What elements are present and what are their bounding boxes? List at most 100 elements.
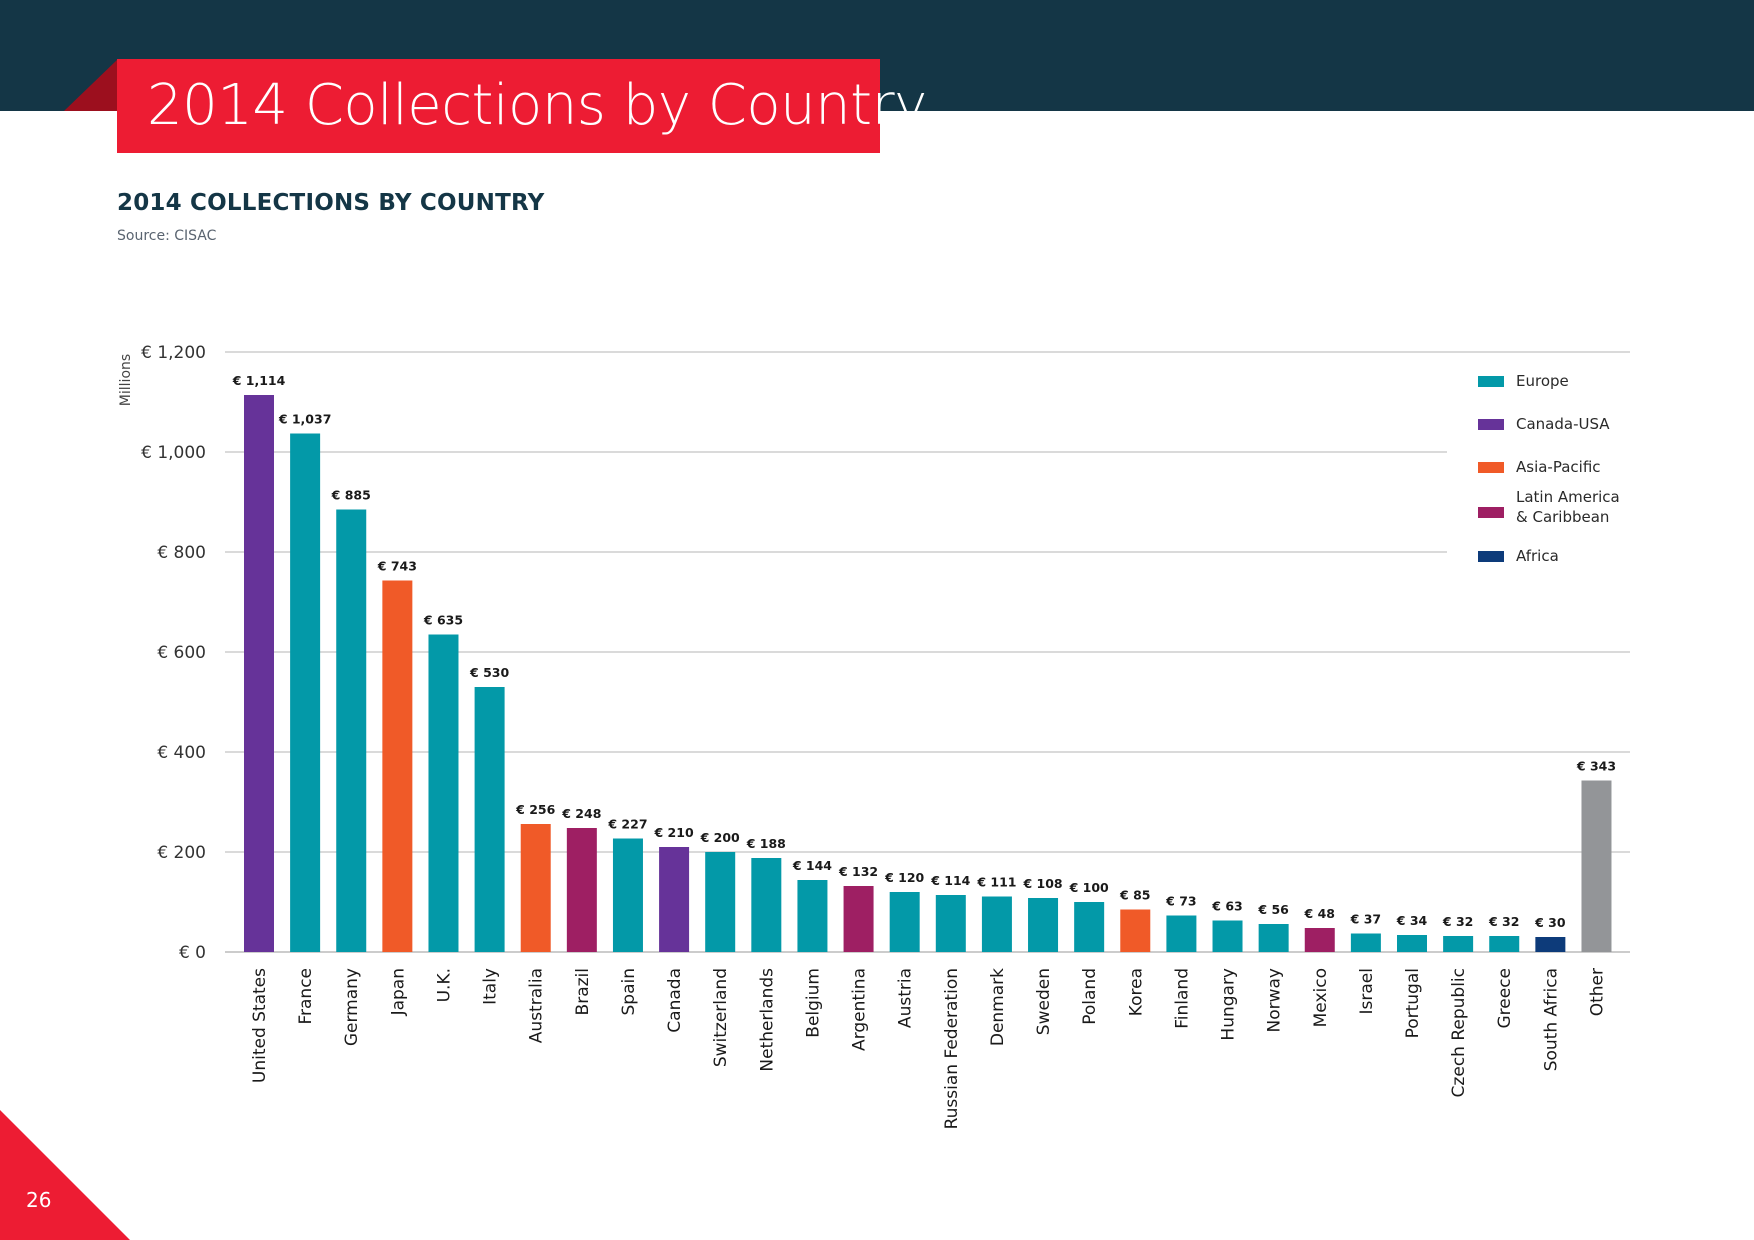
bar-netherlands [751, 858, 782, 952]
bar-russian-federation [935, 895, 966, 952]
value-label: € 1,114 [232, 373, 286, 388]
legend-label: Canada-USA [1516, 415, 1610, 433]
x-tick-label: Denmark [988, 968, 1008, 1046]
legend-swatch [1478, 376, 1504, 387]
legend: Europe Canada-USA Asia-Pacific Latin Americ… [1478, 372, 1620, 565]
x-tick-label: Israel [1357, 968, 1377, 1014]
bar-czech-republic [1443, 936, 1474, 952]
x-tick-label: Japan [388, 968, 408, 1016]
bar-u-k- [428, 634, 459, 952]
value-label: € 530 [469, 665, 509, 680]
value-label: € 885 [331, 488, 371, 503]
bar-austria [889, 892, 920, 952]
value-label: € 256 [515, 802, 555, 817]
value-label: € 108 [1022, 876, 1062, 891]
title-ribbon-fold [64, 59, 118, 111]
bar-canada [659, 847, 690, 952]
value-label: € 114 [930, 873, 970, 888]
y-tick-label: € 800 [157, 543, 206, 563]
value-label: € 120 [884, 870, 924, 885]
bar-sweden [1028, 898, 1059, 952]
x-tick-label: Brazil [573, 968, 593, 1015]
x-tick-label: Switzerland [711, 968, 731, 1067]
chart-source: Source: CISAC [117, 228, 217, 244]
x-tick-label: Hungary [1219, 968, 1239, 1041]
x-axis-ticks: United States France Germany Japan U.K. Italy… [250, 968, 1607, 1130]
page-corner [0, 1110, 130, 1240]
x-tick-label: Portugal [1403, 968, 1423, 1038]
page-number: 26 [26, 1188, 52, 1212]
value-label: € 100 [1069, 880, 1109, 895]
y-tick-label: € 200 [157, 843, 206, 863]
x-tick-label: Sweden [1034, 968, 1054, 1035]
bar-spain [612, 838, 643, 952]
bars [244, 395, 1612, 952]
x-tick-label: France [296, 968, 316, 1025]
value-label: € 111 [976, 875, 1016, 890]
bar-argentina [843, 886, 874, 952]
legend-swatch [1478, 462, 1504, 473]
x-tick-label: Argentina [850, 968, 870, 1051]
x-tick-label: Czech Republic [1449, 968, 1469, 1097]
x-tick-label: Norway [1265, 968, 1285, 1033]
y-axis-label: Millions [118, 354, 134, 406]
value-label: € 30 [1534, 915, 1566, 930]
x-tick-label: Korea [1126, 968, 1146, 1016]
x-tick-label: Finland [1172, 968, 1192, 1029]
bar-belgium [797, 880, 828, 952]
value-labels: € 1,114 € 1,037 € 885 € 743 € 635 € 530 € 256 €… [232, 373, 1616, 930]
x-tick-label: Canada [665, 968, 685, 1033]
chart-title: 2014 COLLECTIONS BY COUNTRY [117, 190, 545, 216]
y-tick-label: € 600 [157, 643, 206, 663]
value-label: € 32 [1442, 914, 1473, 929]
bar-greece [1489, 936, 1520, 952]
bar-portugal [1397, 935, 1427, 952]
x-tick-label: Spain [619, 968, 639, 1016]
value-label: € 85 [1119, 888, 1150, 903]
value-label: € 132 [838, 864, 878, 879]
value-label: € 248 [561, 806, 601, 821]
y-tick-label: € 1,000 [141, 443, 206, 463]
bar-norway [1258, 924, 1289, 952]
x-tick-label: Other [1587, 968, 1607, 1016]
legend-swatch [1478, 551, 1504, 562]
legend-label: Europe [1516, 372, 1569, 390]
bar-south-africa [1535, 937, 1566, 952]
x-tick-label: Germany [342, 968, 362, 1046]
value-label: € 1,037 [278, 412, 332, 427]
value-label: € 227 [607, 817, 647, 832]
bar-switzerland [705, 852, 736, 952]
value-label: € 34 [1396, 913, 1428, 928]
x-tick-label: Mexico [1311, 968, 1331, 1027]
x-tick-label: Russian Federation [942, 968, 962, 1129]
bar-japan [382, 580, 413, 952]
y-tick-label: € 1,200 [141, 343, 206, 363]
bar-australia [520, 824, 551, 952]
bar-france [290, 433, 321, 952]
x-tick-label: Netherlands [757, 968, 777, 1072]
bar-poland [1074, 902, 1105, 952]
x-tick-label: Italy [481, 968, 501, 1005]
y-axis-ticks: € 0 € 200 € 400 € 600 € 800 € 1,000 € 1,200 [141, 343, 206, 963]
value-label: € 635 [423, 613, 463, 628]
value-label: € 37 [1350, 912, 1381, 927]
bar-brazil [566, 828, 597, 952]
value-label: € 63 [1211, 899, 1242, 914]
y-tick-label: € 0 [179, 943, 206, 963]
value-label: € 32 [1488, 914, 1519, 929]
legend-label: Africa [1516, 547, 1559, 565]
value-label: € 73 [1165, 894, 1196, 909]
x-tick-label: Greece [1495, 968, 1515, 1029]
bar-finland [1166, 915, 1197, 952]
legend-swatch [1478, 507, 1504, 518]
legend-swatch [1478, 419, 1504, 430]
value-label: € 743 [377, 559, 417, 574]
legend-label: Latin America & Caribbean [1516, 488, 1620, 526]
bar-israel [1350, 933, 1381, 952]
bar-mexico [1304, 928, 1335, 952]
x-tick-label: United States [250, 968, 270, 1083]
bar-other [1581, 780, 1612, 952]
legend-label: Asia-Pacific [1516, 458, 1601, 476]
value-label: € 188 [746, 836, 786, 851]
x-tick-label: Australia [527, 968, 547, 1043]
